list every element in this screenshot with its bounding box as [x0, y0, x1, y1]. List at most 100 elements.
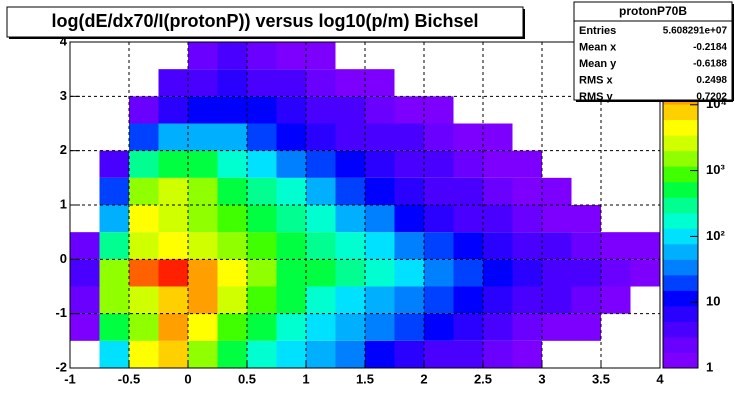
heatmap-cell: [630, 232, 660, 260]
heatmap-cell: [483, 232, 513, 260]
heatmap-cell: [365, 205, 395, 233]
y-tick-label: 1: [60, 196, 67, 211]
color-scale-step: [663, 104, 698, 121]
heatmap-cell: [512, 259, 542, 287]
heatmap-cell: [99, 177, 129, 205]
heatmap-cell: [217, 286, 247, 314]
heatmap-cell: [365, 123, 395, 151]
heatmap-cell: [453, 177, 483, 205]
heatmap-cell: [424, 150, 454, 178]
heatmap-cell: [99, 205, 129, 233]
heatmap-cell: [276, 259, 306, 287]
heatmap-cell: [483, 340, 513, 368]
heatmap-cell: [306, 96, 336, 124]
heatmap-cell: [188, 313, 218, 341]
heatmap-cell: [542, 313, 572, 341]
heatmap-cell: [217, 42, 247, 70]
color-scale-step: [663, 150, 698, 167]
heatmap-cell: [217, 123, 247, 151]
heatmap-cell: [99, 150, 129, 178]
heatmap-cell: [70, 232, 100, 260]
heatmap-cell: [306, 42, 336, 70]
heatmap-cell: [453, 150, 483, 178]
heatmap-cell: [276, 177, 306, 205]
heatmap-cell: [188, 150, 218, 178]
heatmap-cell: [247, 259, 277, 287]
heatmap-cell: [335, 123, 365, 151]
heatmap-cell: [217, 259, 247, 287]
stats-value: -0.2184: [693, 42, 727, 53]
heatmap-cell: [158, 313, 188, 341]
heatmap-cell: [394, 96, 424, 124]
heatmap-cell: [129, 205, 159, 233]
heatmap-cell: [247, 96, 277, 124]
heatmap-cell: [483, 123, 513, 151]
heatmap-cell: [453, 232, 483, 260]
heatmap-cell: [483, 150, 513, 178]
color-scale-step: [663, 321, 698, 338]
x-tick-label: 0.5: [238, 371, 256, 386]
heatmap-cell: [247, 69, 277, 97]
heatmap-cell: [453, 286, 483, 314]
heatmap-cell: [129, 340, 159, 368]
heatmap-cell: [158, 340, 188, 368]
heatmap-cell: [335, 205, 365, 233]
heatmap-cell: [276, 340, 306, 368]
heatmap-cell: [276, 69, 306, 97]
z-tick-label: 10²: [706, 228, 725, 243]
heatmap-cell: [306, 232, 336, 260]
color-scale-step: [663, 305, 698, 322]
heatmap-cell: [365, 69, 395, 97]
color-scale-step: [663, 228, 698, 245]
stats-title: protonP70B: [619, 4, 687, 18]
heatmap-cell: [306, 205, 336, 233]
heatmap-cell: [247, 205, 277, 233]
heatmap-cell: [453, 123, 483, 151]
heatmap-cell: [512, 286, 542, 314]
heatmap-cell: [542, 259, 572, 287]
heatmap-cell: [217, 232, 247, 260]
x-tick-label: 2: [420, 371, 427, 386]
heatmap-cell: [424, 313, 454, 341]
y-tick-label: 3: [60, 88, 67, 103]
heatmap-cell: [158, 232, 188, 260]
heatmap-cell: [158, 177, 188, 205]
stats-label: Mean y: [579, 58, 617, 70]
color-scale-step: [663, 197, 698, 214]
heatmap-cell: [394, 340, 424, 368]
heatmap-cell: [306, 177, 336, 205]
heatmap-cell: [306, 259, 336, 287]
heatmap-cell: [129, 123, 159, 151]
heatmap-cell: [129, 177, 159, 205]
heatmap-cell: [188, 96, 218, 124]
color-scale-step: [663, 166, 698, 183]
heatmap-cell: [276, 123, 306, 151]
heatmap-cell: [512, 313, 542, 341]
heatmap-cell: [129, 313, 159, 341]
x-tick-label: -1: [64, 371, 76, 386]
heatmap-cell: [335, 69, 365, 97]
heatmap-cell: [365, 313, 395, 341]
y-tick-label: -1: [55, 305, 67, 320]
heatmap-cell: [158, 96, 188, 124]
color-scale-step: [663, 135, 698, 152]
heatmap-cell: [188, 69, 218, 97]
color-scale-step: [663, 290, 698, 307]
heatmap-cell: [129, 259, 159, 287]
stats-value: 0.7202: [696, 92, 727, 103]
heatmap-cell: [306, 340, 336, 368]
heatmap-cell: [601, 232, 631, 260]
y-tick-label: 0: [60, 251, 67, 266]
heatmap-cell: [394, 177, 424, 205]
heatmap-cell: [483, 286, 513, 314]
heatmap-cell: [247, 42, 277, 70]
stats-label: Mean x: [579, 41, 617, 53]
heatmap-cell: [394, 123, 424, 151]
heatmap-cell: [335, 259, 365, 287]
x-tick-label: -0.5: [118, 371, 140, 386]
heatmap-cell: [394, 286, 424, 314]
heatmap-cell: [424, 177, 454, 205]
x-tick-label: 3.5: [592, 371, 610, 386]
heatmap-cell: [571, 232, 601, 260]
